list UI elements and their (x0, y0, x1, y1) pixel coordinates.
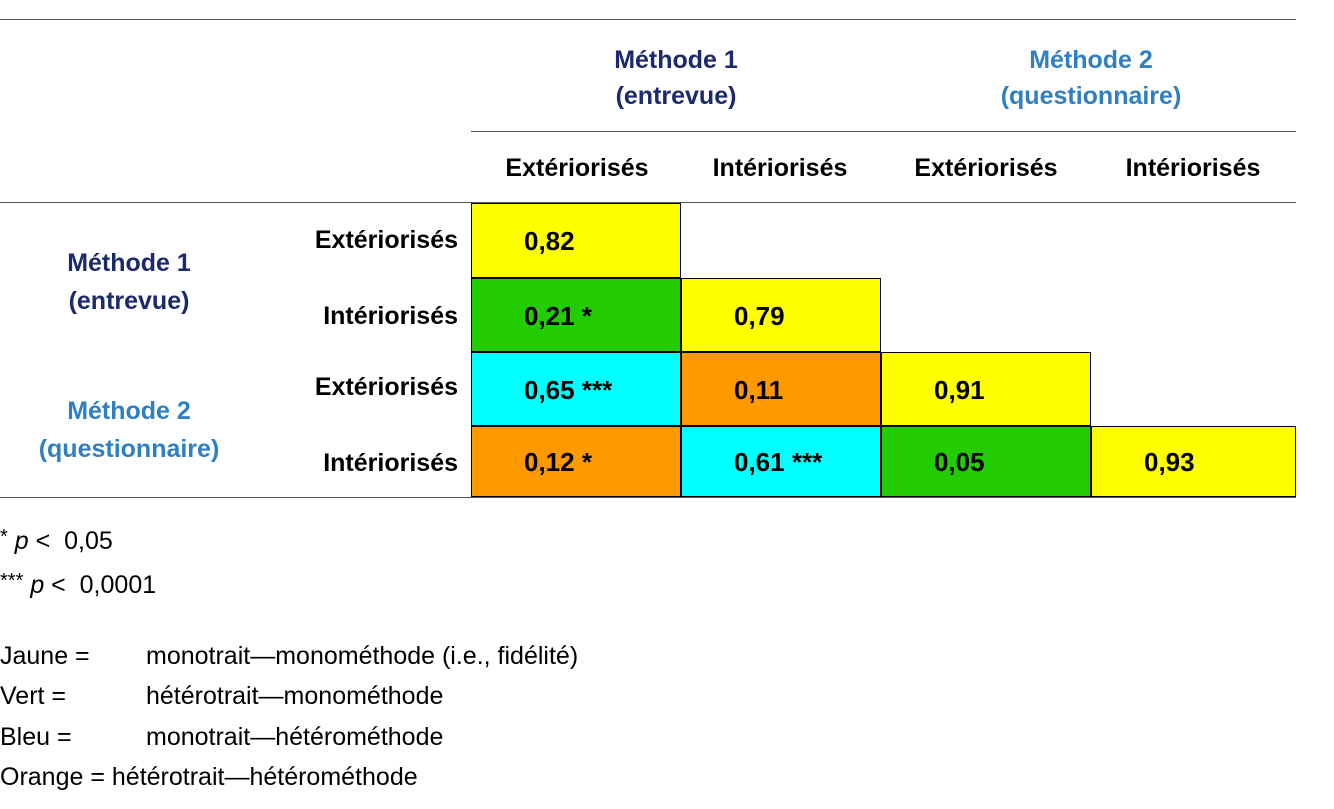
cell-r1-c0: 0,21 * (471, 278, 681, 352)
row-group-method2-line2: (questionnaire) (38, 435, 220, 463)
column-group-method1-line2: (entrevue) (615, 82, 737, 110)
legend-orange: Orange = hétérotrait—hétérométhode (0, 761, 418, 793)
cell-r0-c0: 0,82 (471, 203, 681, 278)
cell-r2-c1: 0,11 (681, 352, 881, 426)
row-label-m1-int: Intériorisés (323, 302, 458, 330)
header-group-rule (471, 131, 1296, 132)
row-group-method1-line2: (entrevue) (68, 287, 190, 315)
legend-orange-key: Orange = (0, 763, 105, 791)
footnote-p0001-p: p (30, 571, 45, 599)
column-header-m2-int: Intériorisés (1125, 154, 1261, 182)
footnote-p0001-marker: *** (0, 570, 24, 592)
row-group-method2: Méthode 2 (questionnaire) (0, 392, 258, 468)
legend-yellow-key: Jaune = (0, 642, 90, 670)
footnote-p05-text: < 0,05 (28, 527, 113, 555)
legend-green-key: Vert = (0, 682, 67, 710)
row-group-method1-line1: Méthode 1 (67, 249, 191, 277)
row-label-m2-ext: Extériorisés (314, 373, 458, 401)
cell-r3-c1: 0,61 *** (681, 426, 881, 497)
legend-blue: Bleu = monotrait—hétérométhode (0, 721, 443, 753)
column-header-m2-ext: Extériorisés (914, 154, 1058, 182)
column-group-method2-line1: Méthode 2 (1029, 46, 1153, 74)
table-bottom-rule (0, 497, 1296, 498)
legend-blue-text: monotrait—hétérométhode (146, 723, 444, 751)
legend-yellow-text: monotrait—monométhode (i.e., fidélité) (146, 642, 579, 670)
row-group-method2-line1: Méthode 2 (67, 397, 191, 425)
row-label-m1-ext: Extériorisés (314, 226, 458, 254)
cell-r2-c0: 0,65 *** (471, 352, 681, 426)
footnote-p0001-text: < 0,0001 (44, 571, 157, 599)
footnote-p05-marker: * (0, 526, 8, 548)
cell-r3-c0: 0,12 * (471, 426, 681, 497)
cell-r3-c3: 0,93 (1091, 426, 1296, 497)
row-label-m2-int: Intériorisés (323, 449, 458, 477)
legend-green: Vert = hétérotrait—monométhode (0, 680, 443, 712)
column-group-method2: Méthode 2 (questionnaire) (955, 42, 1227, 114)
column-group-method2-line2: (questionnaire) (1000, 82, 1182, 110)
row-group-method1: Méthode 1 (entrevue) (0, 244, 258, 320)
legend-yellow: Jaune = monotrait—monométhode (i.e., fidé… (0, 640, 578, 672)
footnote-p05: * p < 0,05 (0, 520, 113, 558)
legend-orange-text: hétérotrait—hétérométhode (111, 763, 418, 791)
footnote-p05-p: p (14, 527, 29, 555)
cell-r3-c2: 0,05 (881, 426, 1091, 497)
column-group-method1: Méthode 1 (entrevue) (540, 42, 812, 114)
column-header-m1-int: Intériorisés (712, 154, 848, 182)
column-group-method1-line1: Méthode 1 (614, 46, 738, 74)
legend-blue-key: Bleu = (0, 723, 72, 751)
header-bottom-rule (0, 202, 1296, 203)
footnote-p0001: *** p < 0,0001 (0, 564, 156, 602)
legend-green-text: hétérotrait—monométhode (146, 682, 444, 710)
cell-r1-c1: 0,79 (681, 278, 881, 352)
column-header-m1-ext: Extériorisés (505, 154, 649, 182)
top-rule (0, 19, 1296, 20)
cell-r2-c2: 0,91 (881, 352, 1091, 426)
